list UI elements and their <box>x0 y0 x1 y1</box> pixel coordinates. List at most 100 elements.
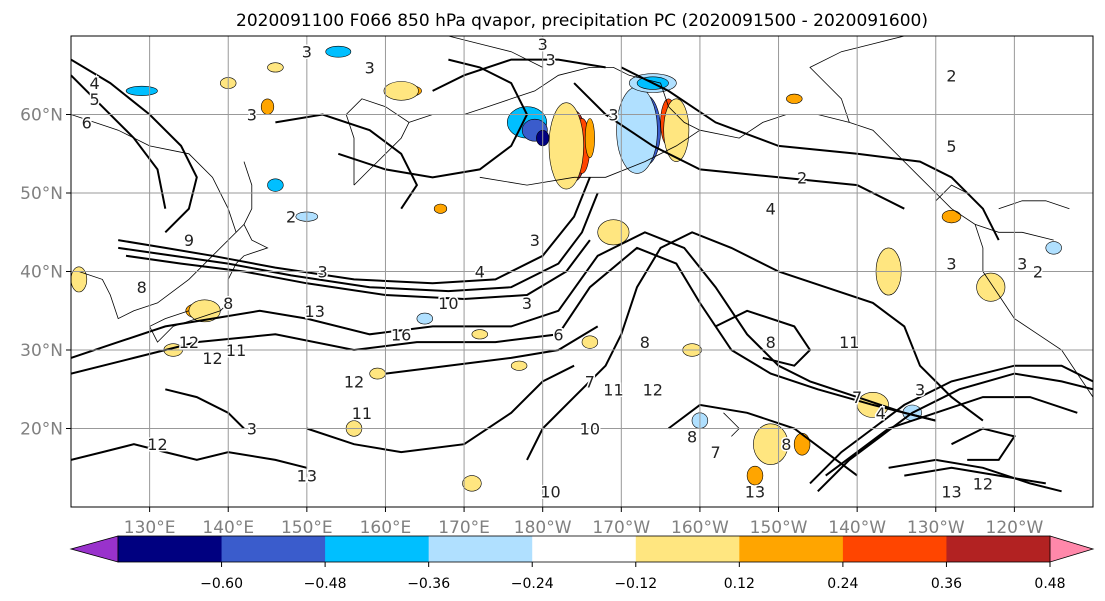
coastline-segment <box>935 184 968 202</box>
x-tick-label: 150°W <box>750 518 808 538</box>
contour-line <box>71 246 937 422</box>
contour-label: 11 <box>226 341 246 360</box>
shaded-patch <box>369 367 386 380</box>
contour-label: 12 <box>179 333 199 352</box>
y-axis-ticks: 20°N 30°N 40°N 50°N 60°N <box>20 106 71 440</box>
x-tick-label: 130°E <box>124 518 176 538</box>
colorbar-tick-label: −0.48 <box>304 576 347 592</box>
contour-line <box>715 309 812 367</box>
x-tick-label: 140°E <box>202 518 254 538</box>
contour-label: 12 <box>202 349 222 368</box>
contour-line <box>385 325 599 375</box>
shaded-patch <box>325 45 352 58</box>
contour-label: 2 <box>286 208 296 227</box>
contour-label: 2 <box>797 168 807 187</box>
contour-label: 5 <box>89 90 99 109</box>
contour-line <box>667 403 858 477</box>
coastline-segment <box>974 224 1054 241</box>
coastline-segment <box>243 161 253 225</box>
contour-label: 3 <box>545 51 555 70</box>
contour-label: 12 <box>643 380 663 399</box>
contour-label: 8 <box>640 333 650 352</box>
coastline-segment <box>71 114 237 320</box>
contour-label: 10 <box>438 294 458 313</box>
y-tick-label: 30°N <box>20 341 63 361</box>
contour-label: 13 <box>297 467 317 486</box>
contour-label: 3 <box>538 35 548 54</box>
contour-label: 13 <box>941 482 961 501</box>
colorbar-tick-label: 0.36 <box>931 576 962 592</box>
shaded-patch <box>510 360 528 371</box>
shaded-patch <box>433 203 448 214</box>
colorbar-segment <box>739 536 844 562</box>
contour-label: 3 <box>365 58 375 77</box>
colorbar-tick-label: −0.36 <box>407 576 450 592</box>
contour-label: 3 <box>247 106 257 125</box>
contour-label: 11 <box>603 380 623 399</box>
contour-line <box>71 58 198 234</box>
contour-label: 12 <box>344 372 364 391</box>
contour-label: 3 <box>522 294 532 313</box>
shaded-patch <box>941 210 962 224</box>
colorbar-tick-label: −0.24 <box>511 576 554 592</box>
colorbar-segment <box>842 536 947 562</box>
shaded-patch <box>267 178 284 192</box>
qvapor-contours <box>71 58 1093 493</box>
contour-label: 10 <box>540 482 560 501</box>
colorbar-tick-label: 0.12 <box>724 576 755 592</box>
contour-label: 4 <box>876 404 886 423</box>
contour-line <box>118 176 591 285</box>
contour-label: 12 <box>973 474 993 493</box>
contour-label: 3 <box>915 380 925 399</box>
coastline-segment <box>479 129 701 186</box>
contour-label: 8 <box>687 427 697 446</box>
shaded-patch <box>597 219 630 246</box>
contour-label: 12 <box>147 435 167 454</box>
shaded-patch <box>71 266 88 293</box>
x-axis-ticks: 130°E 140°E 150°E 160°E 170°E 180°W 170°W 160°W… <box>124 507 1043 538</box>
shaded-patch <box>976 272 1006 302</box>
shaded-patch <box>793 432 811 456</box>
contour-label: 2 <box>1033 263 1043 282</box>
contour-label: 11 <box>352 404 372 423</box>
coastline-segment <box>998 200 1070 210</box>
colorbar: −0.60 −0.48 −0.36 −0.24 −0.12 0.12 0.24 0.36 0.4… <box>69 535 1095 592</box>
coastline-segment <box>809 36 905 123</box>
contour-label: 13 <box>745 482 765 501</box>
contour-label: 8 <box>137 278 147 297</box>
shaded-patch <box>383 81 419 101</box>
shaded-patch <box>753 423 789 465</box>
colorbar-segment <box>532 536 637 562</box>
colorbar-segment <box>325 536 430 562</box>
contour-label: 3 <box>317 263 327 282</box>
coastline-segment <box>723 412 740 437</box>
shaded-patch <box>581 335 599 349</box>
shaded-patch <box>584 118 595 159</box>
colorbar-segment <box>428 536 533 562</box>
contour-label: 3 <box>247 420 257 439</box>
shaded-patch <box>471 329 488 340</box>
colorbar-frame <box>117 535 1051 563</box>
contour-label: 3 <box>1017 255 1027 274</box>
x-tick-label: 170°W <box>592 518 650 538</box>
x-tick-label: 170°E <box>438 518 490 538</box>
contour-line <box>432 58 606 92</box>
contour-label: 5 <box>946 137 956 156</box>
contour-label: 3 <box>946 255 956 274</box>
colorbar-segment <box>946 536 1051 562</box>
shaded-patch <box>260 98 275 115</box>
shaded-patch <box>786 93 803 104</box>
x-tick-label: 130°W <box>907 518 965 538</box>
colorbar-segment <box>221 536 326 562</box>
contour-label: 7 <box>585 372 595 391</box>
shaded-patch <box>616 86 658 174</box>
contour-label: 13 <box>305 302 325 321</box>
contour-line <box>337 58 529 179</box>
contour-line <box>71 231 937 422</box>
colorbar-tick-label: 0.48 <box>1034 576 1065 592</box>
shaded-patch <box>125 85 158 96</box>
contour-label: 4 <box>89 74 99 93</box>
